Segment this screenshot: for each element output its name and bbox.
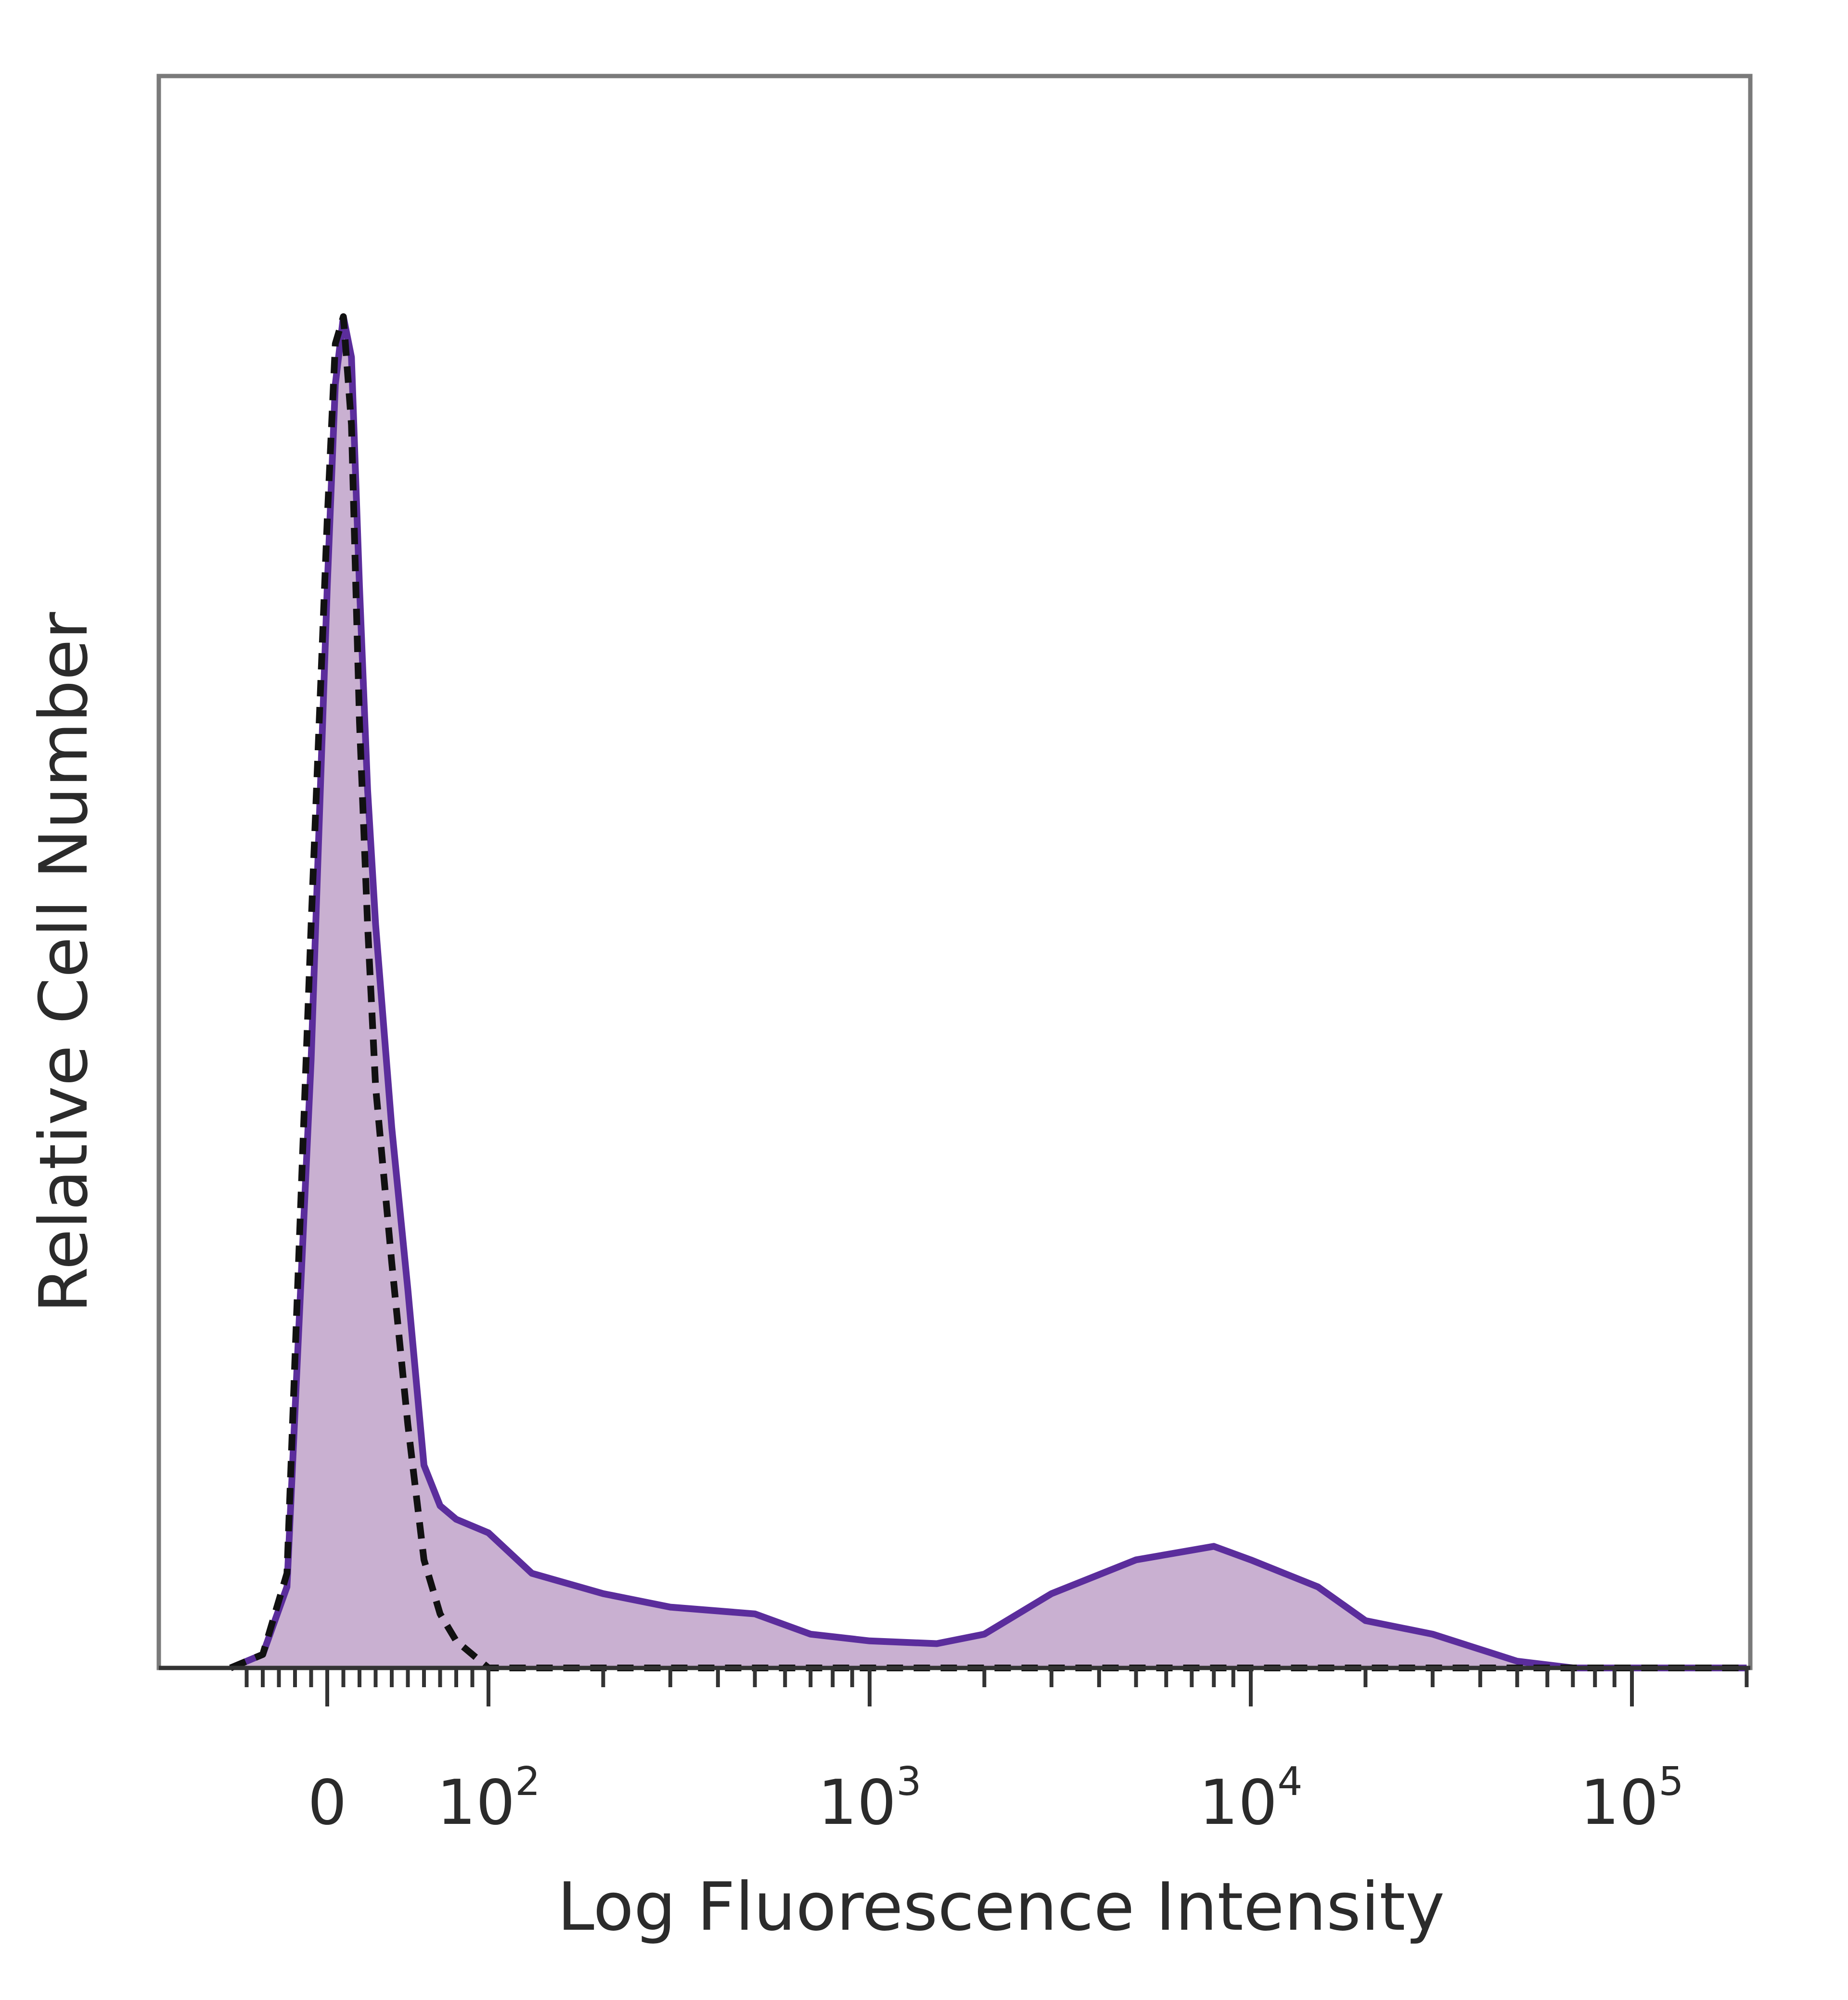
x-axis-ticks xyxy=(244,1668,1749,1706)
x-tick-label: 103 xyxy=(818,1759,921,1839)
x-axis-tick-labels: 0 102 103 104 105 xyxy=(308,1759,1683,1839)
x-tick-label: 0 xyxy=(308,1767,346,1839)
plot-frame xyxy=(156,74,1753,1670)
x-tick-label: 102 xyxy=(436,1759,540,1839)
x-axis-title: Log Fluorescence Intensity xyxy=(557,1868,1445,1946)
y-axis-title: Relative Cell Number xyxy=(25,612,103,1313)
x-tick-label: 105 xyxy=(1580,1759,1683,1839)
x-tick-label: 104 xyxy=(1199,1759,1302,1839)
stained-histogram-fill xyxy=(231,317,1747,1668)
